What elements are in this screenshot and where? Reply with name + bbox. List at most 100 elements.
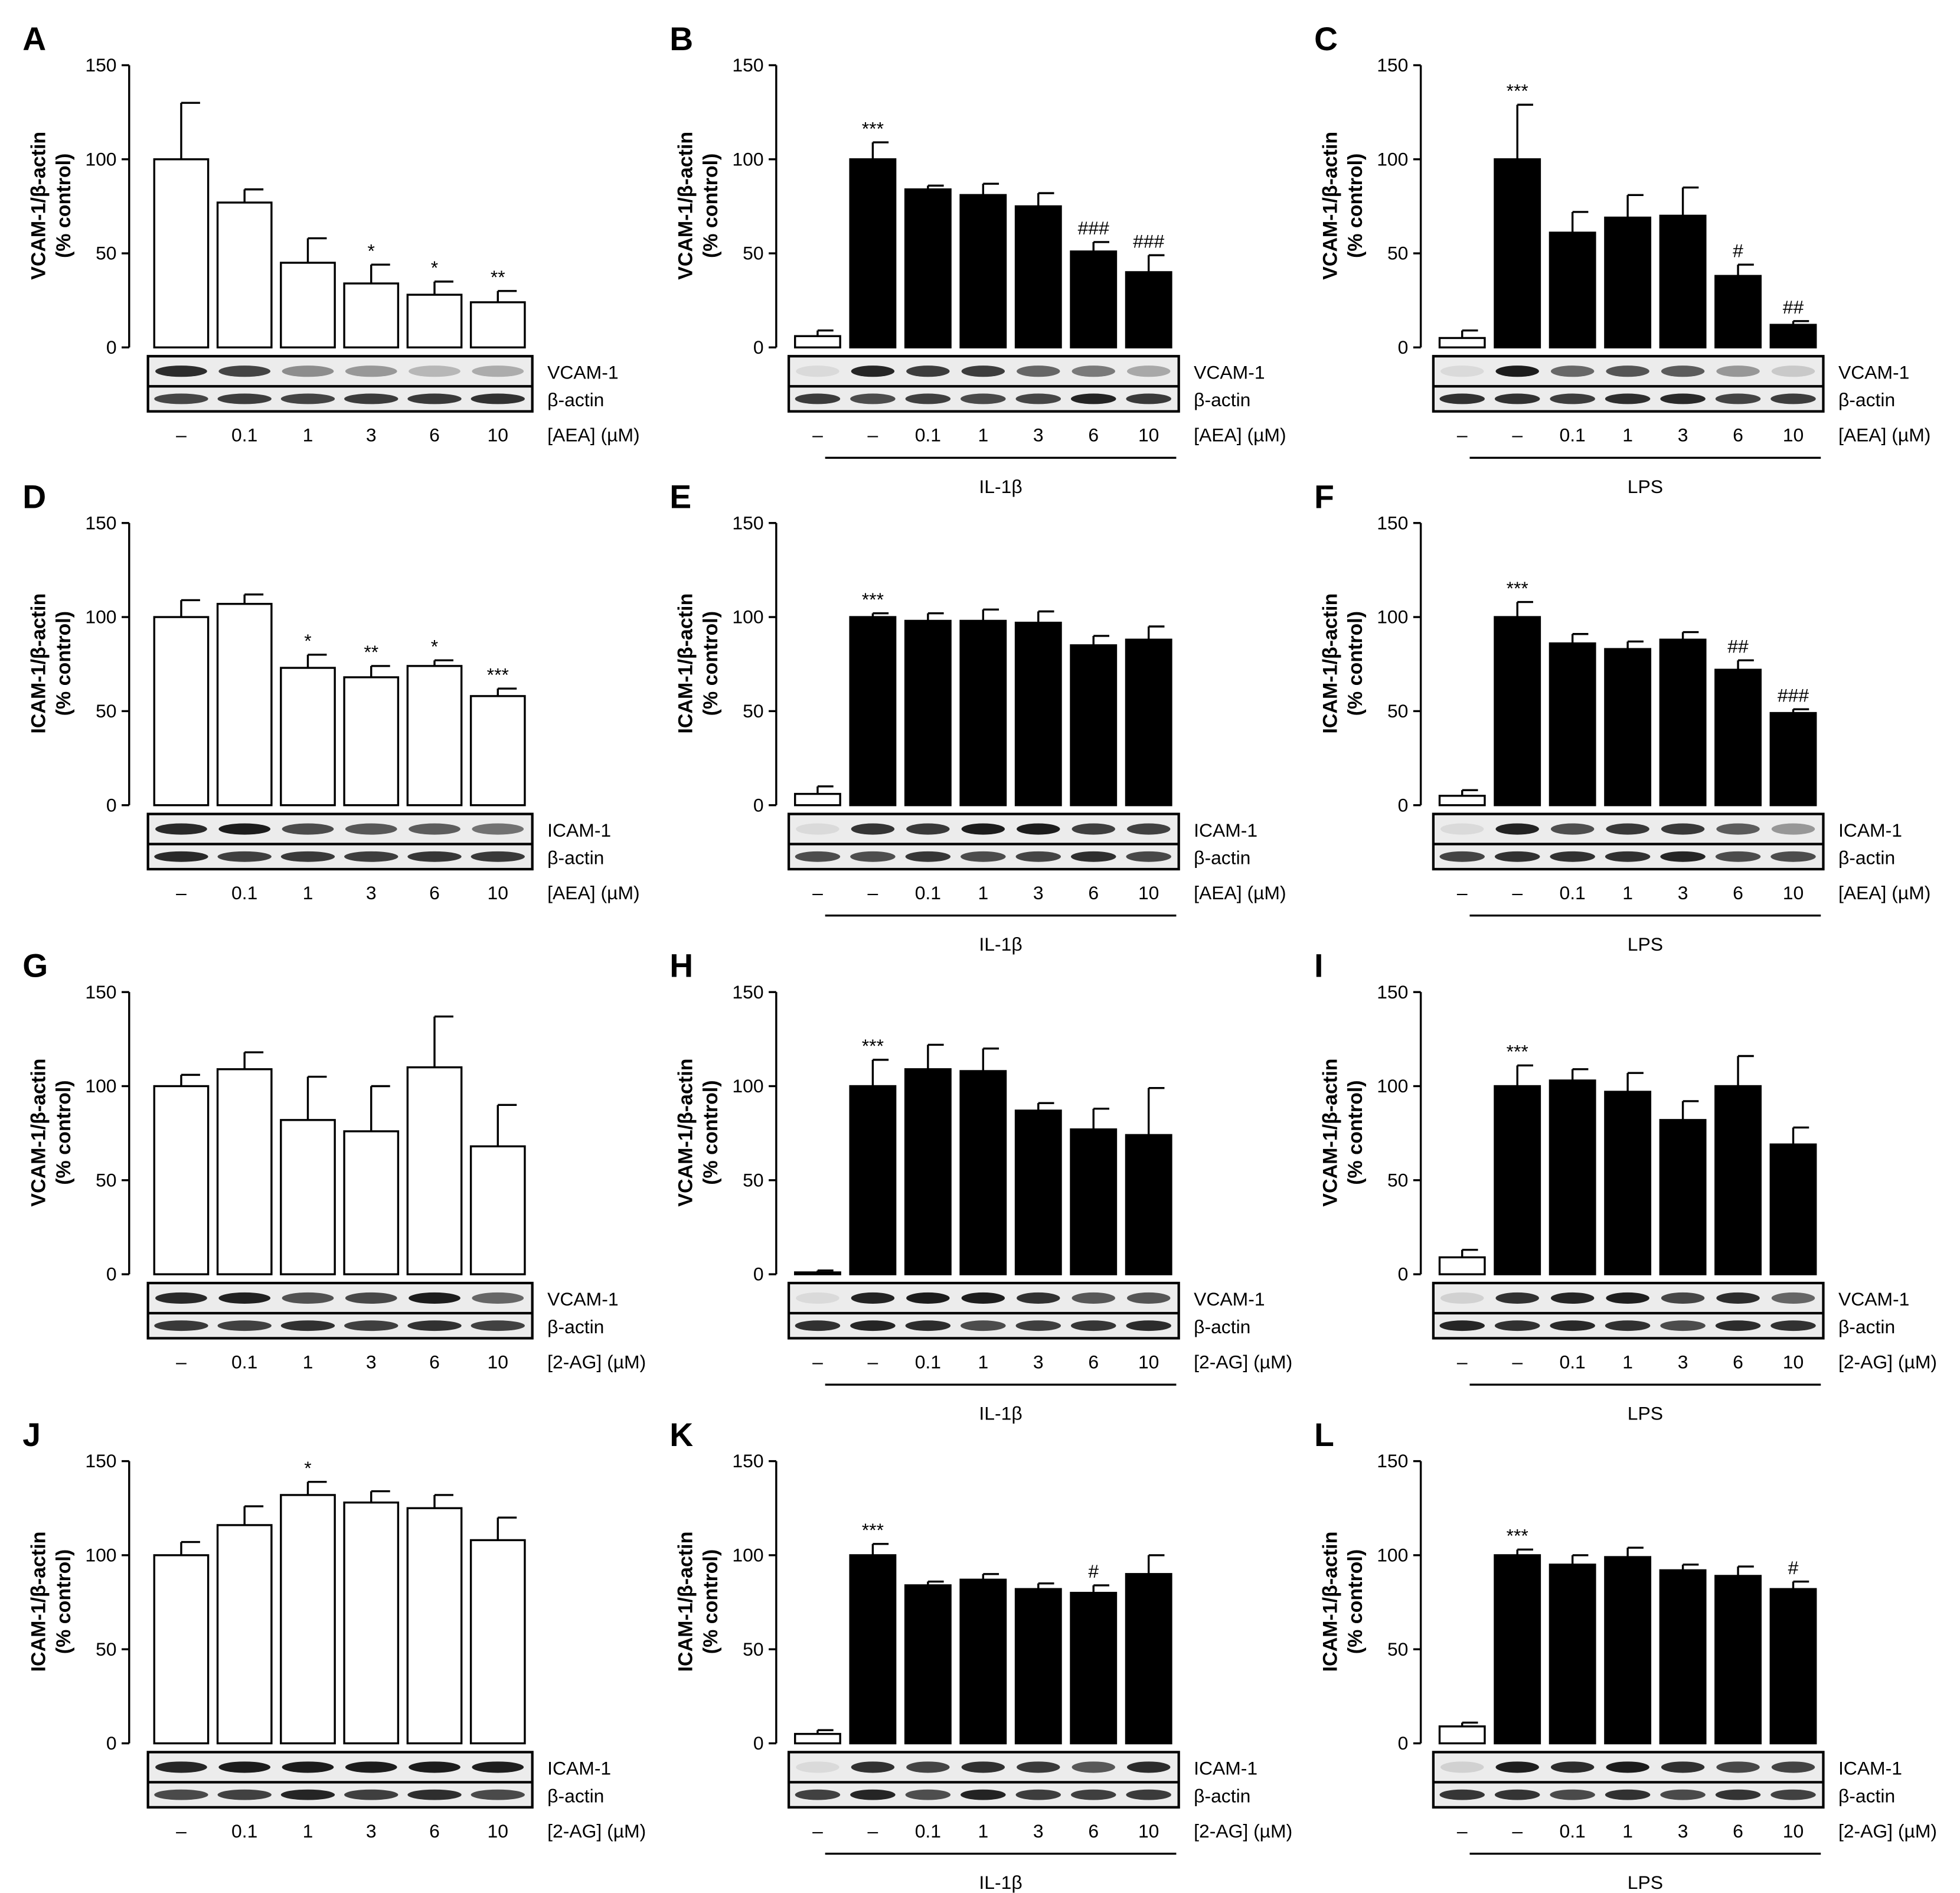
blot-band — [961, 823, 1005, 835]
bar-6 — [469, 1145, 526, 1275]
x-tick-label: 10 — [488, 425, 508, 446]
x-tick-label: – — [1512, 1820, 1523, 1842]
y-tick-label: 150 — [85, 1450, 116, 1471]
western-blot — [787, 812, 1180, 871]
blot-band — [345, 823, 397, 835]
blot-band — [796, 1761, 839, 1773]
panel-letter: H — [669, 948, 693, 984]
western-blot — [146, 1281, 534, 1340]
actin-band — [1070, 1320, 1116, 1331]
actin-band — [217, 1320, 272, 1331]
x-tick-label: 1 — [1622, 882, 1633, 903]
panel-G: G VCAM-1/β-actin (% control) 0 50 100 150 VCAM-… — [22, 948, 646, 1373]
y-axis-label: VCAM-1/β-actin — [27, 132, 50, 280]
y-axis-label-units: (% control) — [53, 1080, 75, 1184]
x-tick-label: – — [1457, 425, 1468, 446]
actin-band — [1015, 851, 1061, 862]
actin-band — [1715, 1789, 1761, 1800]
treatment-label: [AEA] (µM) — [547, 425, 639, 446]
actin-band — [1015, 393, 1061, 404]
blot-band — [1716, 823, 1760, 835]
actin-band — [1660, 851, 1706, 862]
significance-marker: *** — [1507, 1525, 1528, 1546]
blot-band — [1440, 823, 1484, 835]
y-tick-label: 100 — [85, 148, 116, 169]
significance-marker: # — [1088, 1561, 1099, 1582]
blot-label-protein: ICAM-1 — [547, 1758, 611, 1779]
blot-label-actin: β-actin — [547, 1785, 604, 1806]
x-tick-label: 3 — [1033, 425, 1044, 446]
y-tick-label: 100 — [1377, 1075, 1408, 1096]
actin-band — [1550, 1789, 1595, 1800]
blot-band — [409, 365, 460, 377]
bar-3 — [904, 1584, 952, 1745]
y-tick-label: 100 — [732, 148, 763, 169]
panel-J: J ICAM-1/β-actin (% control) 0 50 100 150 * ICAM… — [22, 1417, 646, 1842]
actin-band — [1770, 851, 1816, 862]
actin-band — [154, 1320, 208, 1331]
y-tick-label: 0 — [753, 794, 764, 815]
bar-2 — [216, 201, 273, 349]
bar-2 — [849, 158, 897, 349]
bar-4 — [1604, 1091, 1652, 1275]
y-tick-label: 0 — [753, 1264, 764, 1285]
blot-band — [1072, 1292, 1115, 1304]
bar-5 — [1659, 214, 1707, 349]
x-tick-label: 0.1 — [1559, 1820, 1585, 1842]
bar-7 — [1769, 324, 1817, 349]
group-label: LPS — [1628, 934, 1663, 955]
blot-band — [1440, 365, 1484, 377]
bar-4 — [1604, 1556, 1652, 1745]
x-tick-label: – — [812, 425, 823, 446]
y-tick-label: 0 — [753, 1732, 764, 1754]
y-axis-label-units: (% control) — [1344, 611, 1367, 716]
x-tick-label: 10 — [1138, 1820, 1159, 1842]
x-tick-label: 3 — [1678, 1820, 1688, 1842]
blot-background — [148, 356, 533, 412]
y-tick-label: 100 — [732, 1545, 763, 1566]
y-tick-label: 50 — [96, 1169, 116, 1190]
blot-label-protein: ICAM-1 — [547, 820, 611, 841]
y-axis-label-units: (% control) — [700, 1080, 722, 1184]
bar-5 — [406, 293, 463, 349]
y-tick-label: 50 — [1387, 700, 1408, 722]
bar-1 — [1438, 337, 1486, 349]
y-axis-label-units: (% control) — [1344, 1080, 1367, 1184]
blot-band — [282, 1761, 334, 1773]
y-tick-label: 100 — [85, 606, 116, 628]
significance-marker: *** — [862, 589, 884, 610]
panel-L: L ICAM-1/β-actin (% control) 0 50 100 150 *** # I… — [1314, 1417, 1937, 1893]
y-tick-label: 50 — [96, 1639, 116, 1660]
y-tick-label: 50 — [1387, 243, 1408, 264]
significance-marker: *** — [1507, 1041, 1528, 1062]
western-blot — [787, 1751, 1180, 1809]
actin-band — [905, 393, 951, 404]
blot-band — [472, 1761, 524, 1773]
bar-1 — [153, 1554, 210, 1745]
blot-label-actin: β-actin — [1838, 389, 1895, 410]
blot-band — [1072, 365, 1115, 377]
blot-label-protein: VCAM-1 — [547, 361, 618, 383]
x-tick-label: 0.1 — [915, 882, 941, 903]
blot-band — [472, 823, 524, 835]
blot-band — [1661, 823, 1705, 835]
bar-2 — [849, 1554, 897, 1745]
bar-3 — [904, 619, 952, 807]
y-axis-label: VCAM-1/β-actin — [675, 132, 697, 280]
x-tick-label: 3 — [366, 1820, 377, 1842]
bar-6 — [1714, 668, 1762, 807]
blot-band — [1550, 1761, 1595, 1773]
x-tick-label: 1 — [978, 1820, 988, 1842]
x-tick-label: 1 — [303, 1820, 313, 1842]
blot-band — [409, 1292, 460, 1304]
western-blot — [146, 355, 534, 413]
blot-label-protein: VCAM-1 — [1838, 1288, 1909, 1310]
y-tick-label: 0 — [106, 337, 117, 358]
actin-band — [1070, 851, 1116, 862]
blot-label-actin: β-actin — [547, 389, 604, 410]
bar-6 — [1070, 1128, 1118, 1275]
panel-letter: G — [22, 948, 48, 984]
significance-marker: *** — [862, 118, 884, 139]
blot-band — [345, 1292, 397, 1304]
bar-5 — [1014, 205, 1062, 349]
